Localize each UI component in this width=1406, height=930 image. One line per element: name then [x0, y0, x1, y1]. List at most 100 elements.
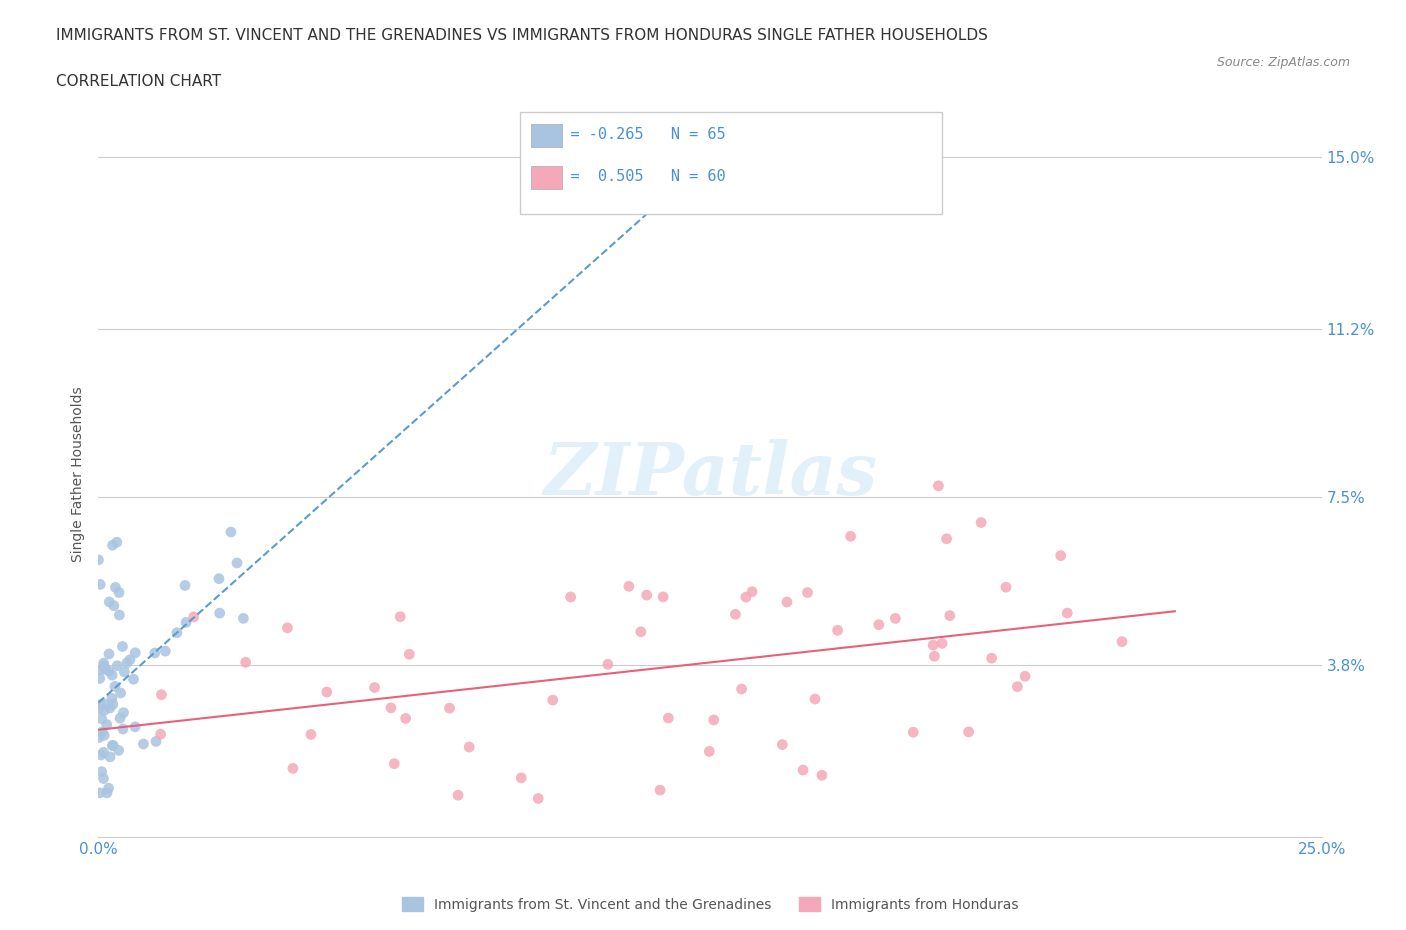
Point [90, 698, 112, 712]
Point [143, 645, 166, 660]
Point [398, 647, 420, 662]
Point [596, 657, 619, 671]
Point [741, 584, 763, 599]
Point [648, 783, 671, 798]
Point [90, 764, 112, 779]
Point [93, 656, 115, 671]
Point [105, 658, 128, 673]
Point [150, 687, 173, 702]
Point [299, 727, 322, 742]
Point [118, 652, 141, 667]
Point [276, 620, 298, 635]
Text: R = -0.265   N = 65: R = -0.265 N = 65 [534, 127, 725, 142]
Point [104, 580, 127, 595]
Point [510, 770, 533, 785]
Point [112, 664, 135, 679]
Point [931, 636, 953, 651]
Point [363, 680, 385, 695]
Point [1049, 548, 1071, 563]
Point [101, 738, 124, 753]
Text: CORRELATION CHART: CORRELATION CHART [56, 74, 221, 89]
Point [315, 684, 337, 699]
Point [97, 664, 120, 679]
Point [93, 771, 115, 786]
Point [101, 538, 124, 552]
Point [770, 737, 793, 752]
Point [776, 594, 799, 609]
Point [811, 768, 834, 783]
Point [541, 693, 564, 708]
Point [447, 788, 470, 803]
Point [1007, 679, 1029, 694]
Text: ZIPatlas: ZIPatlas [543, 439, 877, 510]
Point [98, 594, 121, 609]
Point [868, 618, 890, 632]
Point [108, 607, 131, 622]
Point [703, 712, 725, 727]
Point [101, 668, 124, 683]
Point [389, 609, 412, 624]
Point [630, 624, 652, 639]
Point [458, 739, 481, 754]
Point [101, 738, 124, 753]
Point [970, 515, 993, 530]
Point [903, 724, 925, 739]
Point [93, 728, 115, 743]
Point [617, 578, 640, 593]
Text: R =  0.505   N = 60: R = 0.505 N = 60 [534, 169, 725, 184]
Point [110, 685, 132, 700]
Point [111, 639, 134, 654]
Point [98, 646, 121, 661]
Point [527, 791, 550, 806]
Point [90, 748, 112, 763]
Point [380, 700, 402, 715]
Point [122, 671, 145, 686]
Point [657, 711, 679, 725]
Point [105, 535, 128, 550]
Point [730, 682, 752, 697]
Point [395, 711, 418, 726]
Point [439, 700, 461, 715]
Point [87, 701, 110, 716]
Point [107, 743, 129, 758]
Point [939, 608, 962, 623]
Point [922, 638, 945, 653]
Point [980, 651, 1002, 666]
Point [89, 730, 111, 745]
Point [208, 571, 231, 586]
Point [884, 611, 907, 626]
Point [101, 697, 124, 711]
Point [1056, 605, 1078, 620]
Point [91, 724, 114, 739]
Text: IMMIGRANTS FROM ST. VINCENT AND THE GRENADINES VS IMMIGRANTS FROM HONDURAS SINGL: IMMIGRANTS FROM ST. VINCENT AND THE GREN… [56, 28, 988, 43]
Point [560, 590, 582, 604]
Point [94, 661, 117, 676]
Point [1014, 669, 1036, 684]
Point [94, 697, 117, 711]
Point [636, 588, 658, 603]
Point [208, 605, 231, 620]
Point [235, 655, 257, 670]
Point [792, 763, 814, 777]
Point [93, 703, 115, 718]
Point [132, 737, 155, 751]
Point [90, 711, 112, 726]
Point [108, 711, 131, 725]
Point [115, 656, 138, 671]
Point [652, 590, 675, 604]
Point [995, 579, 1018, 594]
Point [382, 756, 405, 771]
Point [166, 625, 188, 640]
Point [104, 679, 127, 694]
Point [124, 645, 146, 660]
Point [89, 786, 111, 801]
Point [924, 649, 946, 664]
Point [724, 607, 747, 622]
Point [697, 744, 720, 759]
Point [98, 700, 121, 715]
Point [96, 786, 118, 801]
Point [1111, 634, 1133, 649]
Point [111, 722, 134, 737]
Point [89, 671, 111, 686]
Point [174, 615, 197, 630]
